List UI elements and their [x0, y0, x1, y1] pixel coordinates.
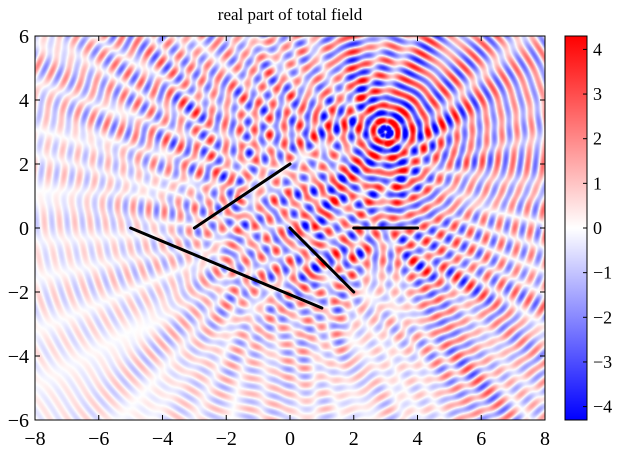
scatterer-line-2	[192, 162, 292, 230]
x-tick-label: 4	[413, 428, 423, 450]
scatterers	[129, 162, 419, 310]
x-tick-label: −2	[216, 428, 237, 450]
y-tick-label: 4	[19, 90, 29, 112]
scatterer-line-1	[129, 226, 324, 310]
colorbar-tick-label: 1	[593, 173, 602, 193]
colorbar-tick-label: −4	[593, 397, 612, 417]
y-axis: −6 −4 −2 0 2 4 6	[8, 26, 545, 432]
x-tick-label: 0	[285, 428, 295, 450]
colorbar-tick-label: −3	[593, 352, 612, 372]
x-tick-label: 8	[540, 428, 550, 450]
y-tick-label: −6	[8, 410, 29, 432]
x-tick-label: 6	[476, 428, 486, 450]
x-tick-label: 2	[349, 428, 359, 450]
colorbar-axis: 4 3 2 1 0 −1 −2 −3 −4	[583, 39, 612, 417]
y-tick-label: 0	[19, 218, 29, 240]
y-tick-label: 6	[19, 26, 29, 48]
y-tick-label: 2	[19, 154, 29, 176]
colorbar-tick-label: 2	[593, 129, 602, 149]
y-tick-label: −2	[8, 282, 29, 304]
colorbar-tick-label: 4	[593, 39, 602, 59]
colorbar-tick-label: 3	[593, 84, 602, 104]
y-tick-label: −4	[8, 346, 29, 368]
x-tick-label: −4	[152, 428, 173, 450]
scatterer-line-3	[288, 226, 356, 294]
chart-title: real part of total field	[218, 5, 363, 24]
x-axis: −8 −6 −4 −2 0 2 4 6 8	[24, 36, 550, 450]
colorbar-tick-label: 0	[593, 218, 602, 238]
x-tick-label: −8	[24, 428, 45, 450]
colorbar-tick-label: −2	[593, 307, 612, 327]
x-tick-label: −6	[88, 428, 109, 450]
colorbar-tick-label: −1	[593, 263, 612, 283]
